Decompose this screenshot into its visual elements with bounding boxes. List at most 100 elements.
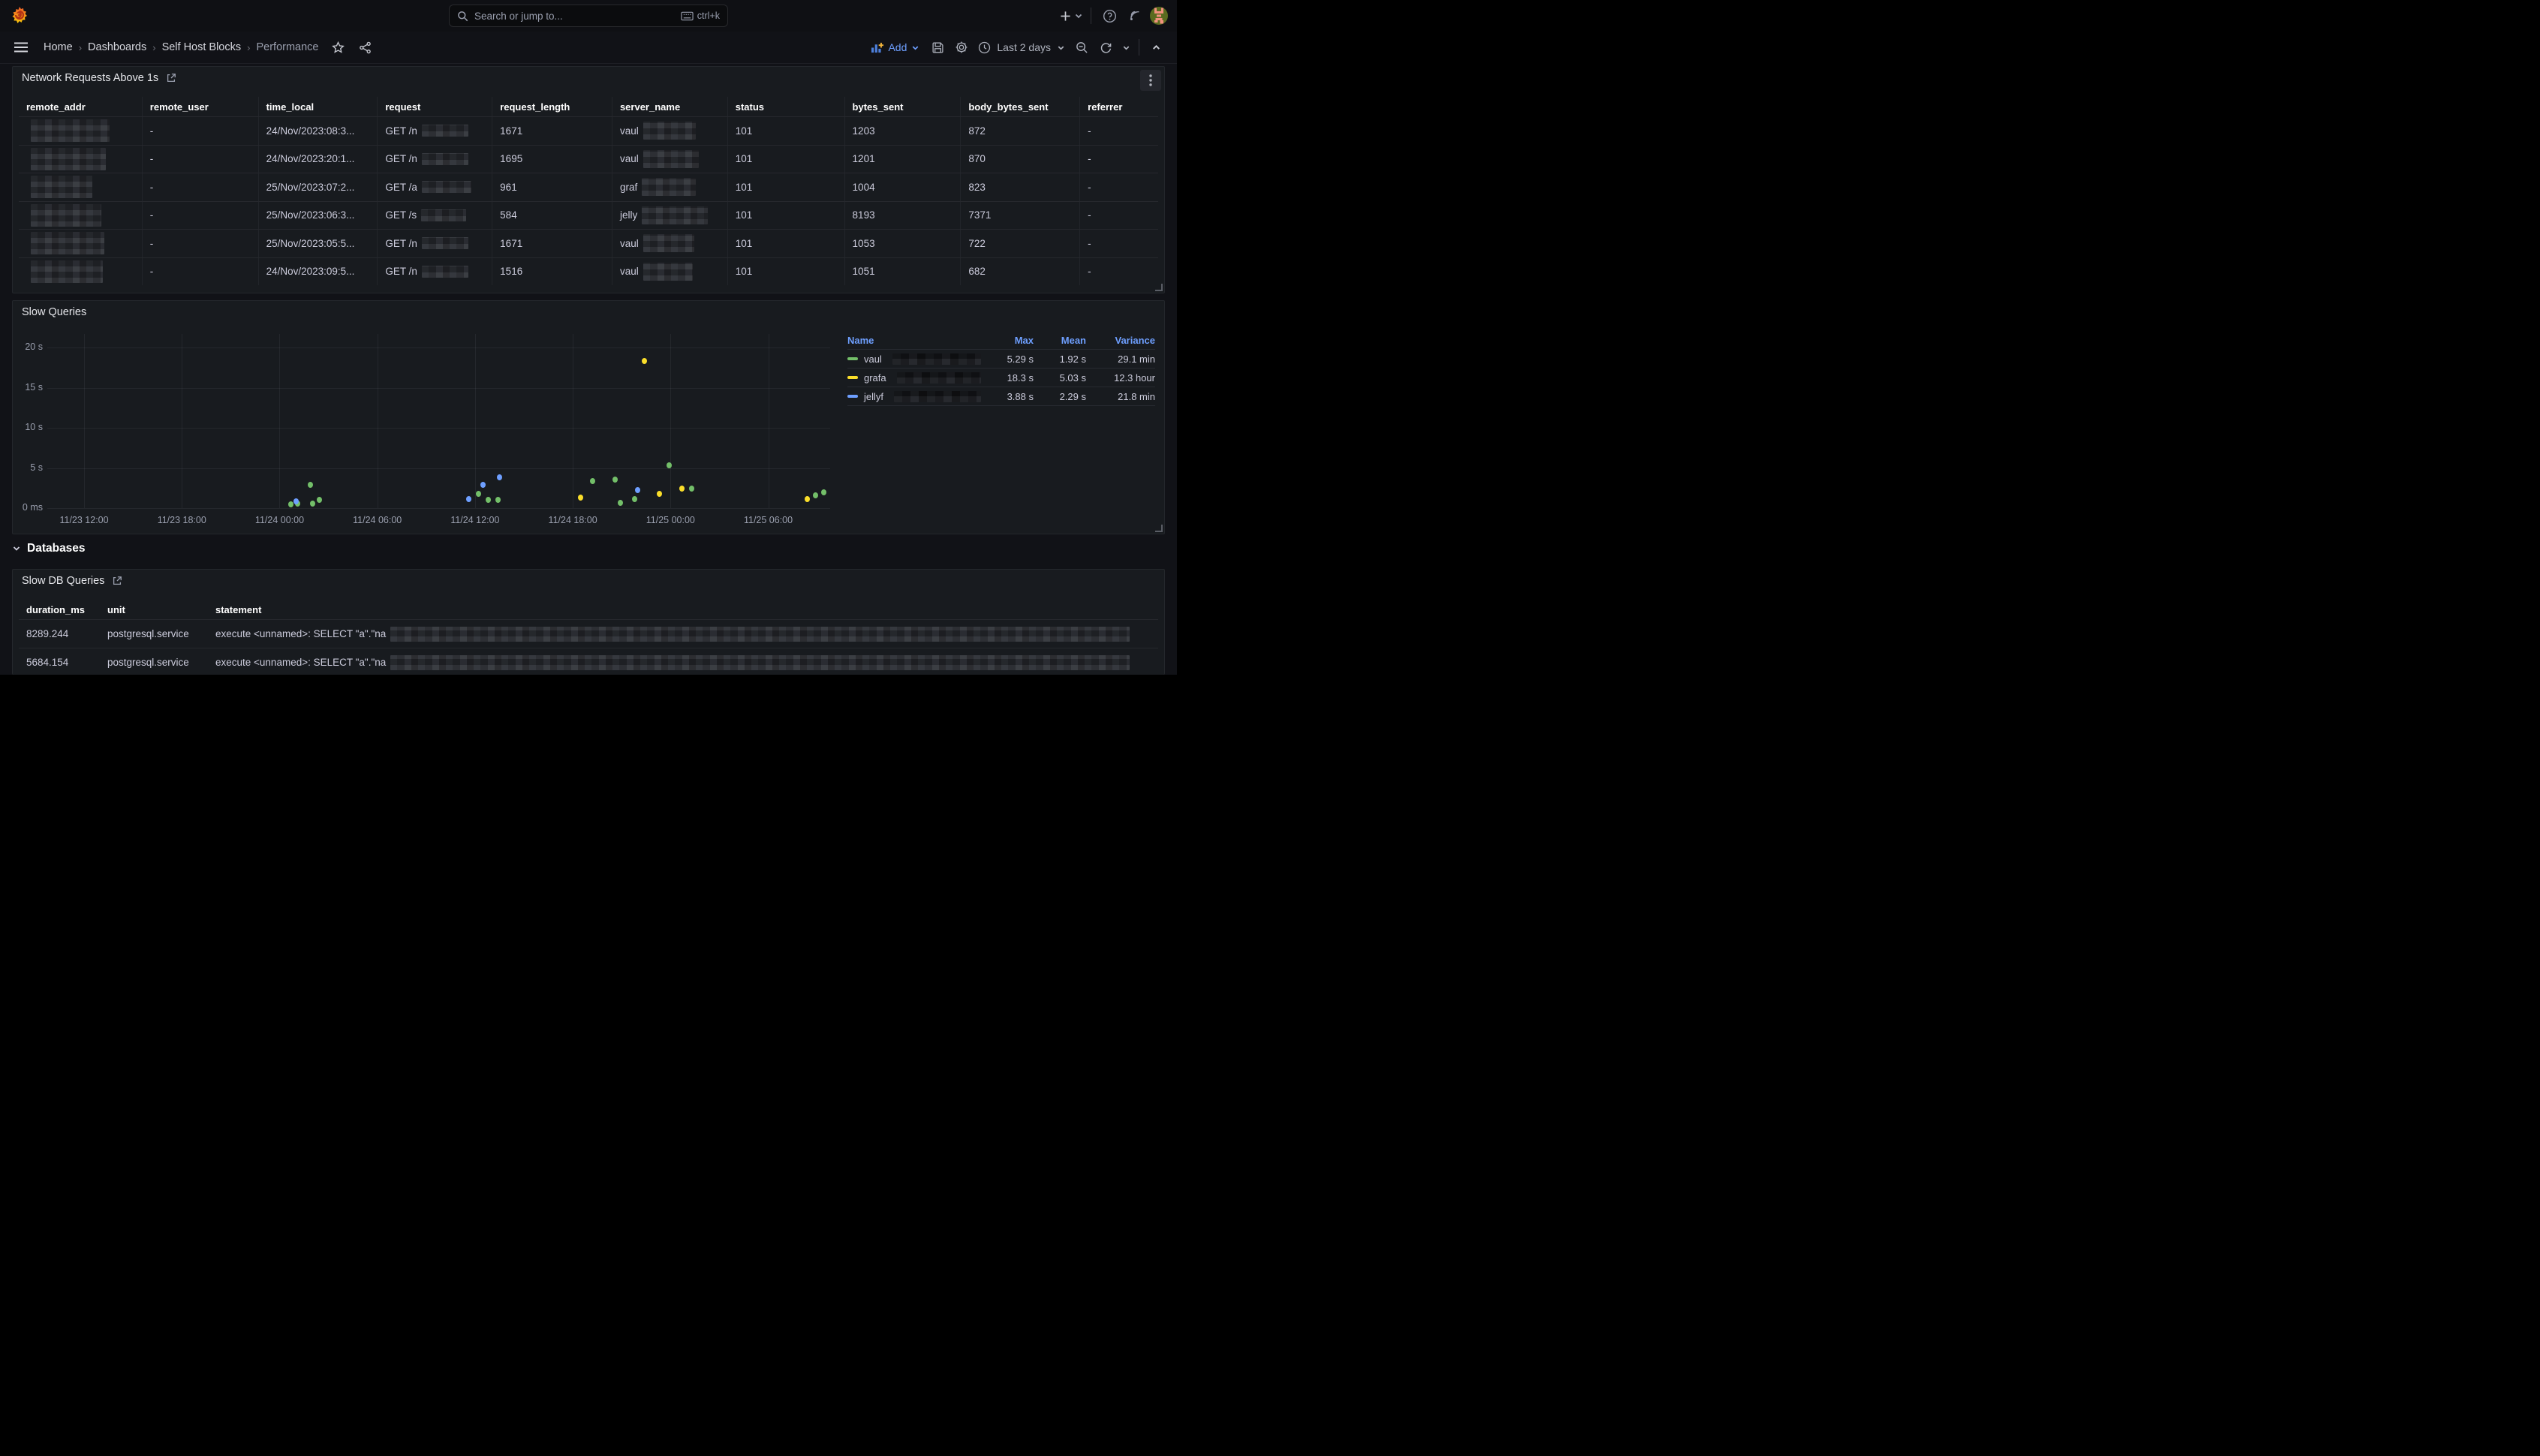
- redacted-content: [421, 181, 471, 194]
- scatter-point-vaul: [689, 486, 695, 492]
- collapse-toolbar-button[interactable]: [1145, 37, 1166, 58]
- panel-title-slow-queries[interactable]: Slow Queries: [22, 306, 87, 318]
- panel-title-slow-db-queries[interactable]: Slow DB Queries: [22, 575, 122, 587]
- external-link-icon[interactable]: [112, 576, 122, 586]
- redacted-content: [31, 232, 104, 255]
- table-cell: postgresql.service: [107, 628, 189, 639]
- x-tick-label: 11/24 06:00: [353, 515, 402, 525]
- table-cell: vaul: [612, 117, 728, 145]
- legend-value: 5.03 s: [1059, 372, 1086, 384]
- legend-series-grafa[interactable]: grafa: [847, 372, 981, 384]
- legend-header-name[interactable]: Name: [847, 334, 874, 346]
- gridline-horizontal: [47, 347, 830, 349]
- column-header-server_name[interactable]: server_name: [612, 97, 728, 116]
- column-header-duration_ms[interactable]: duration_ms: [26, 603, 86, 615]
- scatter-point-vaul: [812, 492, 818, 498]
- slow-queries-chart[interactable]: [47, 334, 830, 509]
- grafana-logo-icon[interactable]: [11, 6, 29, 26]
- redacted-content: [896, 372, 981, 384]
- gridline-horizontal: [47, 508, 830, 509]
- column-header-unit[interactable]: unit: [107, 603, 125, 615]
- news-button[interactable]: [1124, 5, 1145, 26]
- network-requests-table: remote_addr remote_user time_local request r…: [19, 97, 1158, 285]
- external-link-icon[interactable]: [166, 73, 176, 83]
- redacted-content: [642, 178, 697, 197]
- table-header-row: remote_addr remote_user time_local request r…: [19, 97, 1158, 116]
- column-header-remote_user[interactable]: remote_user: [143, 97, 259, 116]
- table-row: -24/Nov/2023:08:3... GET /n 1671 vaul 101 120…: [19, 116, 1158, 145]
- legend-header-mean[interactable]: Mean: [1061, 334, 1086, 346]
- add-panel-button[interactable]: Add: [866, 41, 924, 53]
- table-cell: 5684.154: [26, 657, 69, 668]
- column-header-status[interactable]: status: [728, 97, 845, 116]
- scatter-point-vaul: [495, 497, 501, 504]
- share-dashboard-button[interactable]: [355, 37, 376, 58]
- legend-header-max[interactable]: Max: [1014, 334, 1034, 346]
- save-dashboard-button[interactable]: [927, 37, 948, 58]
- column-header-referrer[interactable]: referrer: [1088, 101, 1123, 113]
- save-icon: [932, 41, 943, 53]
- breadcrumb-self-host-blocks[interactable]: Self Host Blocks: [161, 41, 242, 53]
- column-header-remote_addr[interactable]: remote_addr: [19, 97, 143, 116]
- redacted-content: [421, 237, 468, 250]
- refresh-dashboard-button[interactable]: [1095, 37, 1116, 58]
- x-tick-label: 11/24 00:00: [254, 515, 305, 525]
- breadcrumb-home[interactable]: Home: [44, 41, 73, 53]
- scatter-point-vaul: [475, 491, 481, 498]
- user-avatar[interactable]: [1150, 7, 1168, 25]
- table-row: -24/Nov/2023:20:1... GET /n 1695 vaul 101 120…: [19, 144, 1158, 173]
- panel-resize-handle[interactable]: [1155, 284, 1163, 291]
- legend-header-variance[interactable]: Variance: [1115, 334, 1156, 346]
- x-tick-label: 11/23 12:00: [59, 515, 109, 525]
- help-button[interactable]: [1099, 5, 1120, 26]
- column-header-bytes_sent[interactable]: bytes_sent: [845, 97, 962, 116]
- search-input[interactable]: Search or jump to... ctrl+k: [449, 5, 728, 27]
- section-row-databases[interactable]: Databases: [12, 542, 86, 555]
- gridline-vertical: [670, 334, 672, 508]
- redacted-content: [643, 149, 699, 168]
- table-cell: -: [1088, 181, 1091, 193]
- panel-title-network-requests[interactable]: Network Requests Above 1s: [22, 72, 176, 84]
- time-range-picker[interactable]: Last 2 days: [975, 41, 1068, 54]
- table-cell: 823: [961, 173, 1081, 201]
- refresh-interval-dropdown[interactable]: [1119, 37, 1133, 58]
- column-header-request_length[interactable]: request_length: [492, 97, 612, 116]
- keyboard-icon: [681, 11, 694, 20]
- dashboard-settings-button[interactable]: [951, 37, 972, 58]
- favorite-dashboard-button[interactable]: [328, 37, 349, 58]
- redacted-content: [421, 125, 468, 137]
- breadcrumb-dashboards[interactable]: Dashboards: [88, 41, 147, 53]
- table-cell: 1004: [845, 173, 962, 201]
- legend-series-jellyf[interactable]: jellyf: [847, 390, 981, 402]
- legend-row: vaul 5.29 s 1.92 s 29.1 min: [847, 350, 1155, 369]
- legend-value: 21.8 min: [1118, 390, 1155, 402]
- table-cell: jelly: [612, 201, 728, 229]
- new-button[interactable]: [1060, 5, 1083, 26]
- scatter-point-grafa: [642, 358, 648, 365]
- scatter-point-vaul: [589, 477, 595, 484]
- panel-resize-handle[interactable]: [1155, 525, 1163, 532]
- scatter-point-jellyf: [635, 487, 641, 494]
- column-header-request[interactable]: request: [378, 97, 493, 116]
- x-tick-label: 11/24 18:00: [548, 515, 597, 525]
- table-row: 8289.244 postgresql.service execute <unnam…: [19, 619, 1158, 648]
- table-cell: -: [143, 257, 259, 285]
- column-header-body_bytes_sent[interactable]: body_bytes_sent: [961, 97, 1081, 116]
- panel-menu-button[interactable]: [1140, 70, 1161, 91]
- search-placeholder: Search or jump to...: [474, 10, 563, 22]
- chevron-down-icon: [13, 546, 20, 551]
- table-cell: -: [143, 117, 259, 145]
- column-header-statement[interactable]: statement: [215, 603, 262, 615]
- mega-menu-button[interactable]: [11, 37, 32, 58]
- redacted-content: [390, 626, 1130, 642]
- zoom-out-time-button[interactable]: [1071, 37, 1092, 58]
- search-icon: [458, 11, 468, 21]
- x-tick-label: 11/25 00:00: [646, 515, 695, 525]
- table-cell: 8289.244: [26, 628, 69, 639]
- column-header-time_local[interactable]: time_local: [259, 97, 378, 116]
- gridline-vertical: [84, 334, 86, 508]
- legend-series-vaul[interactable]: vaul: [847, 353, 981, 365]
- table-cell: 870: [961, 145, 1081, 173]
- legend-row: grafa 18.3 s 5.03 s 12.3 hour: [847, 369, 1155, 387]
- toolbar-actions: Add Last 2 days: [866, 37, 1166, 58]
